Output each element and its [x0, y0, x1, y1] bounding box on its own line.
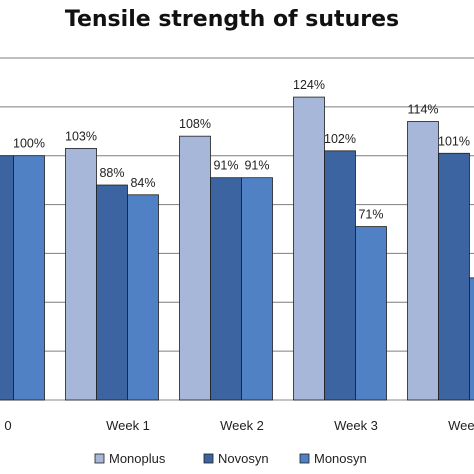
legend-label: Novosyn — [218, 451, 269, 466]
data-label: 88% — [99, 166, 124, 180]
legend-swatch — [94, 453, 105, 464]
data-label: 124% — [293, 78, 325, 92]
data-label: 102% — [324, 132, 356, 146]
data-label: 103% — [65, 129, 97, 143]
bars — [0, 96, 474, 401]
x-tick-label: Week 1 — [106, 418, 150, 433]
bar-monosyn-4 — [469, 277, 474, 401]
bar-novosyn-1 — [96, 184, 128, 401]
legend-label: Monoplus — [109, 451, 166, 466]
bar-novosyn-0 — [0, 155, 14, 401]
x-tick-label: Week 2 — [220, 418, 264, 433]
bar-monoplus-4 — [407, 121, 439, 401]
data-label: 71% — [358, 208, 383, 222]
data-label: 114% — [407, 103, 438, 117]
bar-monoplus-1 — [65, 147, 97, 401]
legend-swatch — [299, 453, 310, 464]
bar-novosyn-4 — [438, 152, 470, 401]
data-labels: %103%108%124%114%88%91%102%101%100%84%91… — [13, 78, 470, 222]
data-label: 100% — [13, 137, 45, 151]
data-label: 84% — [130, 176, 155, 190]
bar-monoplus-3 — [293, 96, 325, 401]
data-label: 108% — [179, 117, 211, 131]
data-label: 91% — [244, 159, 269, 173]
bar-monosyn-0 — [13, 155, 45, 401]
bar-monoplus-2 — [179, 135, 211, 401]
bar-monosyn-2 — [241, 177, 273, 401]
data-label: 101% — [438, 134, 470, 148]
data-label: 91% — [213, 159, 238, 173]
x-axis-ticks: 0 Week 1 Week 2 Week 3 Week 4 — [4, 418, 474, 433]
bar-novosyn-2 — [210, 177, 242, 401]
legend: Monoplus Novosyn Monosyn — [94, 451, 367, 466]
bar-monosyn-3 — [355, 226, 387, 401]
x-tick-label: Week 4 — [448, 418, 474, 433]
bar-monosyn-1 — [127, 194, 159, 401]
bar-novosyn-3 — [324, 150, 356, 401]
chart-title: Tensile strength of sutures — [65, 7, 399, 32]
legend-label: Monosyn — [314, 451, 367, 466]
legend-swatch — [203, 453, 214, 464]
x-tick-label: 0 — [4, 418, 11, 433]
x-tick-label: Week 3 — [334, 418, 378, 433]
